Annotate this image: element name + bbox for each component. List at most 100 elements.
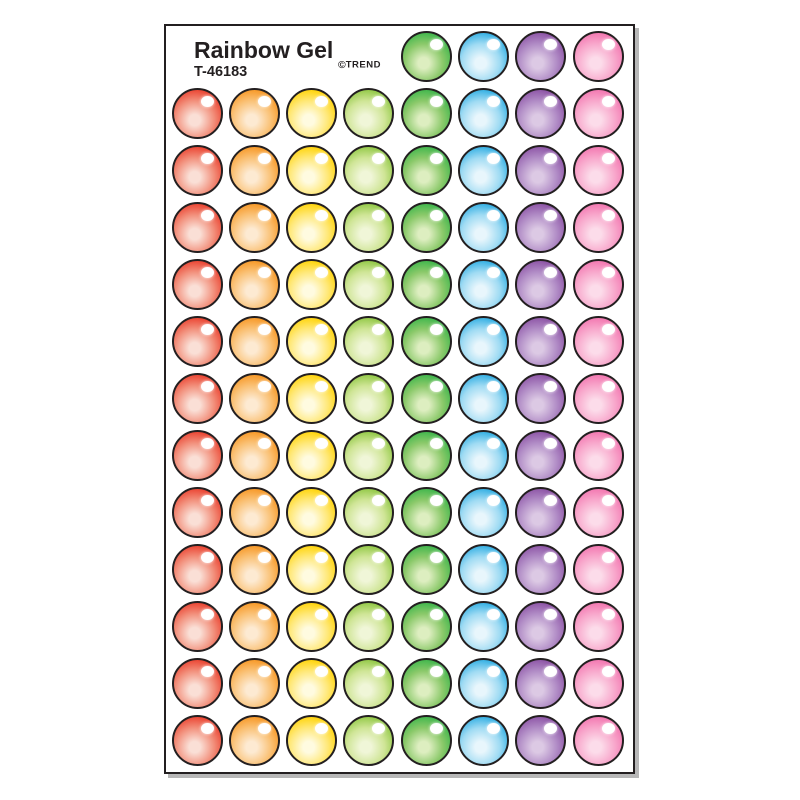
gel-highlight xyxy=(601,95,615,107)
gel-highlight xyxy=(257,608,271,620)
gel-dot-orange xyxy=(228,201,280,253)
gel-highlight xyxy=(257,437,271,449)
gel-dot-pink xyxy=(572,543,624,595)
gel-highlight xyxy=(487,608,500,620)
gel-dot-purple xyxy=(515,372,567,424)
gel-dot-yellow-green xyxy=(343,144,395,196)
gel-highlight xyxy=(487,323,500,335)
gel-highlight xyxy=(487,665,500,677)
gel-highlight xyxy=(257,380,271,392)
gel-dot-red xyxy=(171,315,223,367)
gel-dot-pink xyxy=(572,144,624,196)
gel-highlight xyxy=(601,209,615,221)
gel-dot-green xyxy=(400,429,452,481)
gel-dot-orange xyxy=(228,714,280,766)
gel-highlight xyxy=(200,380,214,392)
gel-highlight xyxy=(487,437,500,449)
gel-highlight xyxy=(257,152,271,164)
gel-highlight xyxy=(544,665,558,677)
gel-highlight xyxy=(544,266,558,278)
gel-dot-pink xyxy=(572,486,624,538)
gel-highlight xyxy=(487,494,500,506)
gel-highlight xyxy=(544,722,558,734)
gel-dot-yellow-green xyxy=(343,486,395,538)
gel-dot-pink xyxy=(572,714,624,766)
gel-dot-red xyxy=(171,144,223,196)
gel-dot-yellow xyxy=(286,543,338,595)
gel-dot-green xyxy=(400,543,452,595)
gel-highlight xyxy=(257,266,271,278)
gel-highlight xyxy=(200,722,214,734)
gel-highlight xyxy=(601,665,615,677)
gel-highlight xyxy=(315,722,329,734)
gel-dot-red xyxy=(171,429,223,481)
sticker-grid xyxy=(166,26,633,772)
gel-dot-pink xyxy=(572,315,624,367)
gel-dot-yellow xyxy=(286,258,338,310)
gel-highlight xyxy=(601,437,615,449)
gel-highlight xyxy=(429,608,443,620)
gel-highlight xyxy=(544,38,558,50)
gel-dot-yellow xyxy=(286,315,338,367)
gel-dot-blue xyxy=(458,87,509,139)
gel-dot-blue xyxy=(458,144,509,196)
gel-highlight xyxy=(601,494,615,506)
gel-dot-orange xyxy=(228,144,280,196)
gel-highlight xyxy=(372,209,386,221)
gel-dot-purple xyxy=(515,144,567,196)
gel-dot-green xyxy=(400,30,452,82)
gel-dot-purple xyxy=(515,201,567,253)
gel-dot-blue xyxy=(458,201,509,253)
gel-dot-green xyxy=(400,486,452,538)
gel-highlight xyxy=(372,551,386,563)
gel-highlight xyxy=(487,551,500,563)
gel-highlight xyxy=(487,380,500,392)
gel-dot-yellow-green xyxy=(343,429,395,481)
gel-highlight xyxy=(601,323,615,335)
gel-dot-purple xyxy=(515,87,567,139)
sheet-inner: Rainbow Gel T-46183 ©TREND xyxy=(166,26,633,772)
gel-highlight xyxy=(200,323,214,335)
gel-highlight xyxy=(200,494,214,506)
gel-highlight xyxy=(544,95,558,107)
gel-dot-orange xyxy=(228,429,280,481)
gel-dot-blue xyxy=(458,372,509,424)
gel-highlight xyxy=(601,152,615,164)
gel-highlight xyxy=(601,608,615,620)
gel-highlight xyxy=(429,38,443,50)
gel-highlight xyxy=(429,551,443,563)
sticker-sheet: Rainbow Gel T-46183 ©TREND xyxy=(164,24,635,774)
gel-highlight xyxy=(315,380,329,392)
trend-logo: ©TREND xyxy=(338,59,381,71)
gel-highlight xyxy=(372,494,386,506)
gel-highlight xyxy=(200,209,214,221)
copyright-icon: © xyxy=(338,59,346,71)
gel-dot-red xyxy=(171,486,223,538)
gel-dot-yellow-green xyxy=(343,543,395,595)
gel-highlight xyxy=(544,380,558,392)
gel-highlight xyxy=(315,494,329,506)
gel-dot-blue xyxy=(458,258,509,310)
gel-highlight xyxy=(315,437,329,449)
gel-highlight xyxy=(487,38,500,50)
gel-dot-orange xyxy=(228,258,280,310)
gel-dot-purple xyxy=(515,657,567,709)
gel-dot-yellow xyxy=(286,201,338,253)
gel-highlight xyxy=(601,380,615,392)
gel-dot-orange xyxy=(228,543,280,595)
gel-highlight xyxy=(372,380,386,392)
gel-dot-yellow-green xyxy=(343,714,395,766)
gel-dot-pink xyxy=(572,600,624,652)
gel-dot-pink xyxy=(572,429,624,481)
gel-dot-purple xyxy=(515,429,567,481)
gel-dot-yellow xyxy=(286,372,338,424)
gel-highlight xyxy=(257,665,271,677)
gel-highlight xyxy=(200,95,214,107)
gel-highlight xyxy=(200,608,214,620)
gel-highlight xyxy=(429,209,443,221)
gel-highlight xyxy=(429,323,443,335)
gel-dot-red xyxy=(171,201,223,253)
gel-highlight xyxy=(429,95,443,107)
gel-dot-orange xyxy=(228,315,280,367)
gel-dot-pink xyxy=(572,201,624,253)
